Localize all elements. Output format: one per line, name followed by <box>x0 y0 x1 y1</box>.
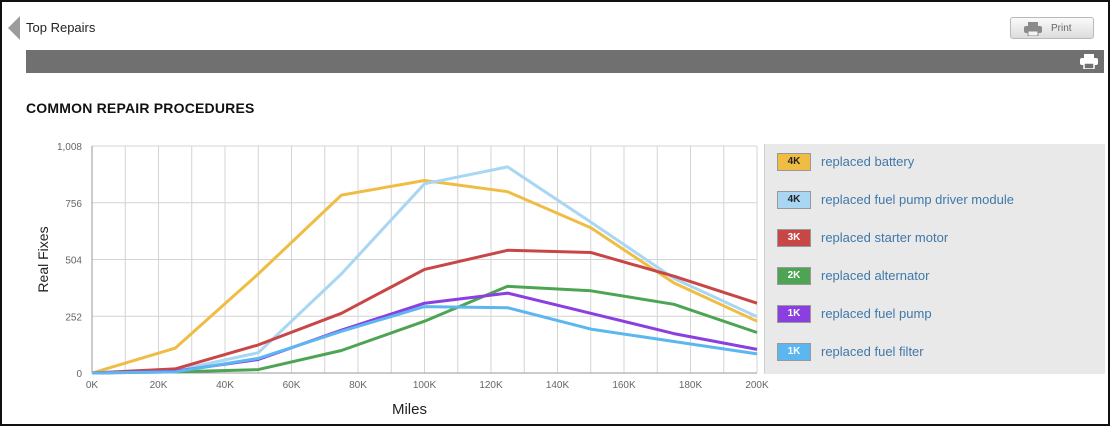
y-tick-label: 756 <box>65 199 82 210</box>
x-tick-label: 120K <box>479 380 503 391</box>
x-tick-label: 60K <box>283 380 301 391</box>
y-tick-label: 0 <box>76 369 82 380</box>
legend-count-badge: 1K <box>777 305 811 323</box>
series-line-5 <box>91 305 758 375</box>
toolbar-strip <box>26 50 1104 73</box>
line-chart: 0 252 504 756 1,008 0K 20K 40K 60K 80K 100K 120K 140… <box>35 142 769 418</box>
x-tick-label: 100K <box>413 380 437 391</box>
x-tick-label: 80K <box>349 380 367 391</box>
series-line-1 <box>91 165 758 375</box>
y-tick-label: 504 <box>65 256 82 267</box>
legend-label[interactable]: replaced fuel pump driver module <box>821 192 1014 207</box>
section-title: COMMON REPAIR PROCEDURES <box>26 100 255 116</box>
y-axis-title: Real Fixes <box>35 226 51 292</box>
breadcrumb-top-repairs[interactable]: Top Repairs <box>26 20 96 35</box>
y-tick-label: 252 <box>65 312 82 323</box>
legend-count-badge: 2K <box>777 267 811 285</box>
printer-icon[interactable] <box>1080 54 1098 69</box>
x-tick-label: 160K <box>612 380 636 391</box>
x-tick-label: 0K <box>86 380 99 391</box>
legend-label[interactable]: replaced fuel filter <box>821 344 924 359</box>
x-tick-label: 20K <box>150 380 168 391</box>
printer-icon <box>1024 22 1042 36</box>
legend-count-badge: 1K <box>777 343 811 361</box>
legend-label[interactable]: replaced fuel pump <box>821 306 932 321</box>
legend-label[interactable]: replaced battery <box>821 154 915 169</box>
legend-count-badge: 4K <box>777 191 811 209</box>
print-button[interactable]: Print <box>1010 17 1094 39</box>
x-tick-label: 180K <box>679 380 703 391</box>
back-arrow-icon[interactable] <box>8 16 20 40</box>
series-line-2 <box>91 248 758 375</box>
series-line-3 <box>91 284 758 375</box>
chart-legend: 4K replaced battery 4K replaced fuel pump d… <box>764 144 1105 374</box>
y-tick-label: 1,008 <box>57 142 82 153</box>
x-tick-label: 200K <box>745 380 769 391</box>
series-line-0 <box>91 179 758 375</box>
x-axis-title: Miles <box>392 401 427 418</box>
legend-label[interactable]: replaced alternator <box>821 268 930 283</box>
legend-count-badge: 3K <box>777 229 811 247</box>
legend-count-badge: 4K <box>777 153 811 171</box>
legend-label[interactable]: replaced starter motor <box>821 230 949 245</box>
x-tick-label: 40K <box>216 380 234 391</box>
x-tick-label: 140K <box>546 380 570 391</box>
print-button-label: Print <box>1051 23 1072 34</box>
